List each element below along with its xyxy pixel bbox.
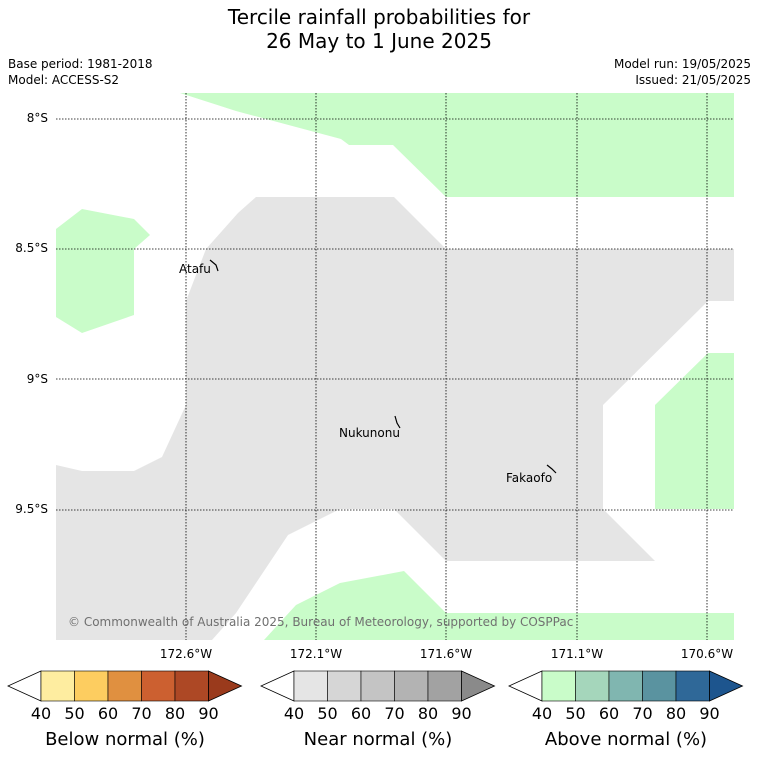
colorbar-extend-high — [709, 670, 744, 702]
colorbar-tick-label: 50 — [64, 704, 85, 723]
colorbar-near-normal — [260, 670, 496, 702]
colorbar-tick-label: 60 — [97, 704, 119, 723]
place-fakaofo: Fakaofo — [506, 471, 552, 485]
place-nukunonu: Nukunonu — [339, 426, 400, 440]
above-normal-region-south — [264, 571, 734, 640]
colorbar-extend-low — [260, 670, 295, 702]
colorbar-label-below: Below normal (%) — [45, 729, 205, 750]
colorbar-below-normal — [7, 670, 243, 702]
title-line-2: 26 May to 1 June 2025 — [266, 29, 492, 53]
model-run: Model run: 19/05/2025 — [613, 57, 751, 71]
base-period: Base period: 1981-2018 — [8, 57, 153, 71]
colorbar-segment — [141, 670, 176, 702]
above-normal-region-east — [655, 353, 734, 509]
colorbar-tick-label: 60 — [598, 704, 620, 723]
colorbar-tick-label: 90 — [198, 704, 219, 723]
colorbar-tick-label: 60 — [350, 704, 372, 723]
colorbar-above-normal — [508, 670, 744, 702]
colorbar-tick-label: 80 — [164, 704, 186, 723]
colorbar-extend-high — [461, 670, 496, 702]
chart-title: Tercile rainfall probabilities for 26 Ma… — [0, 5, 758, 53]
nukunonu-atoll — [394, 415, 401, 429]
colorbar-extend-low — [508, 670, 543, 702]
lat-label-8s: 8°S — [26, 111, 48, 125]
colorbar-extend-low — [7, 670, 42, 702]
colorbar-segment — [360, 670, 395, 702]
copyright-text: © Commonwealth of Australia 2025, Bureau… — [68, 615, 573, 629]
colorbar-segment — [575, 670, 610, 702]
atafu-atoll — [209, 259, 219, 272]
lat-label-8-5s: 8.5°S — [15, 241, 48, 255]
colorbar-tick-label: 90 — [451, 704, 472, 723]
colorbar-label-above: Above normal (%) — [544, 729, 708, 750]
colorbar-tick-label: 90 — [699, 704, 720, 723]
lat-label-9-5s: 9.5°S — [15, 502, 48, 516]
colorbar-segment — [107, 670, 142, 702]
lon-label-171-1w: 171.1°W — [550, 647, 604, 661]
colorbar-tick-label: 70 — [384, 704, 405, 723]
colorbar-tick-label: 50 — [317, 704, 338, 723]
lat-label-9s: 9°S — [26, 372, 48, 386]
colorbar-tick-label: 50 — [565, 704, 586, 723]
colorbar-label-near: Near normal (%) — [303, 729, 453, 750]
colorbar-tick-label: 80 — [665, 704, 687, 723]
colorbar-tick-label: 80 — [417, 704, 439, 723]
map-svg: Atafu Nukunonu Fakaofo © Commonwealth of… — [56, 93, 734, 640]
colorbar-extend-high — [208, 670, 243, 702]
colorbar-segment — [40, 670, 75, 702]
colorbar-segment — [174, 670, 209, 702]
colorbar-tick-label: 70 — [131, 704, 152, 723]
colorbar-tick-label: 40 — [30, 704, 52, 723]
lon-label-172-1w: 172.1°W — [289, 647, 343, 661]
colorbar-segment — [675, 670, 710, 702]
colorbar-segment — [394, 670, 429, 702]
meta-left: Base period: 1981-2018 Model: ACCESS-S2 — [8, 56, 153, 88]
colorbar-tick-label: 40 — [283, 704, 305, 723]
atolls — [209, 259, 557, 474]
graticule — [56, 93, 734, 640]
colorbar-segment — [74, 670, 109, 702]
above-normal-region-west — [56, 209, 150, 333]
issued-date: Issued: 21/05/2025 — [635, 73, 751, 87]
lon-label-171-6w: 171.6°W — [419, 647, 473, 661]
colorbar-segment — [642, 670, 677, 702]
lon-label-172-6w: 172.6°W — [159, 647, 213, 661]
place-atafu: Atafu — [179, 262, 211, 276]
colorbar-tick-label: 40 — [531, 704, 553, 723]
near-normal-region — [56, 197, 734, 640]
colorbar-tick-label: 70 — [632, 704, 653, 723]
colorbar-segment — [293, 670, 328, 702]
fakaofo-atoll — [546, 464, 557, 474]
lon-label-170-6w: 170.6°W — [680, 647, 734, 661]
above-normal-region-north — [180, 93, 734, 197]
model-name: Model: ACCESS-S2 — [8, 73, 120, 87]
map-panel[interactable]: Atafu Nukunonu Fakaofo © Commonwealth of… — [56, 93, 734, 640]
colorbar-segment — [541, 670, 576, 702]
meta-right: Model run: 19/05/2025 Issued: 21/05/2025 — [614, 56, 751, 88]
colorbar-segment — [327, 670, 362, 702]
colorbar-segment — [608, 670, 643, 702]
colorbar-segment — [427, 670, 462, 702]
title-line-1: Tercile rainfall probabilities for — [227, 5, 531, 29]
